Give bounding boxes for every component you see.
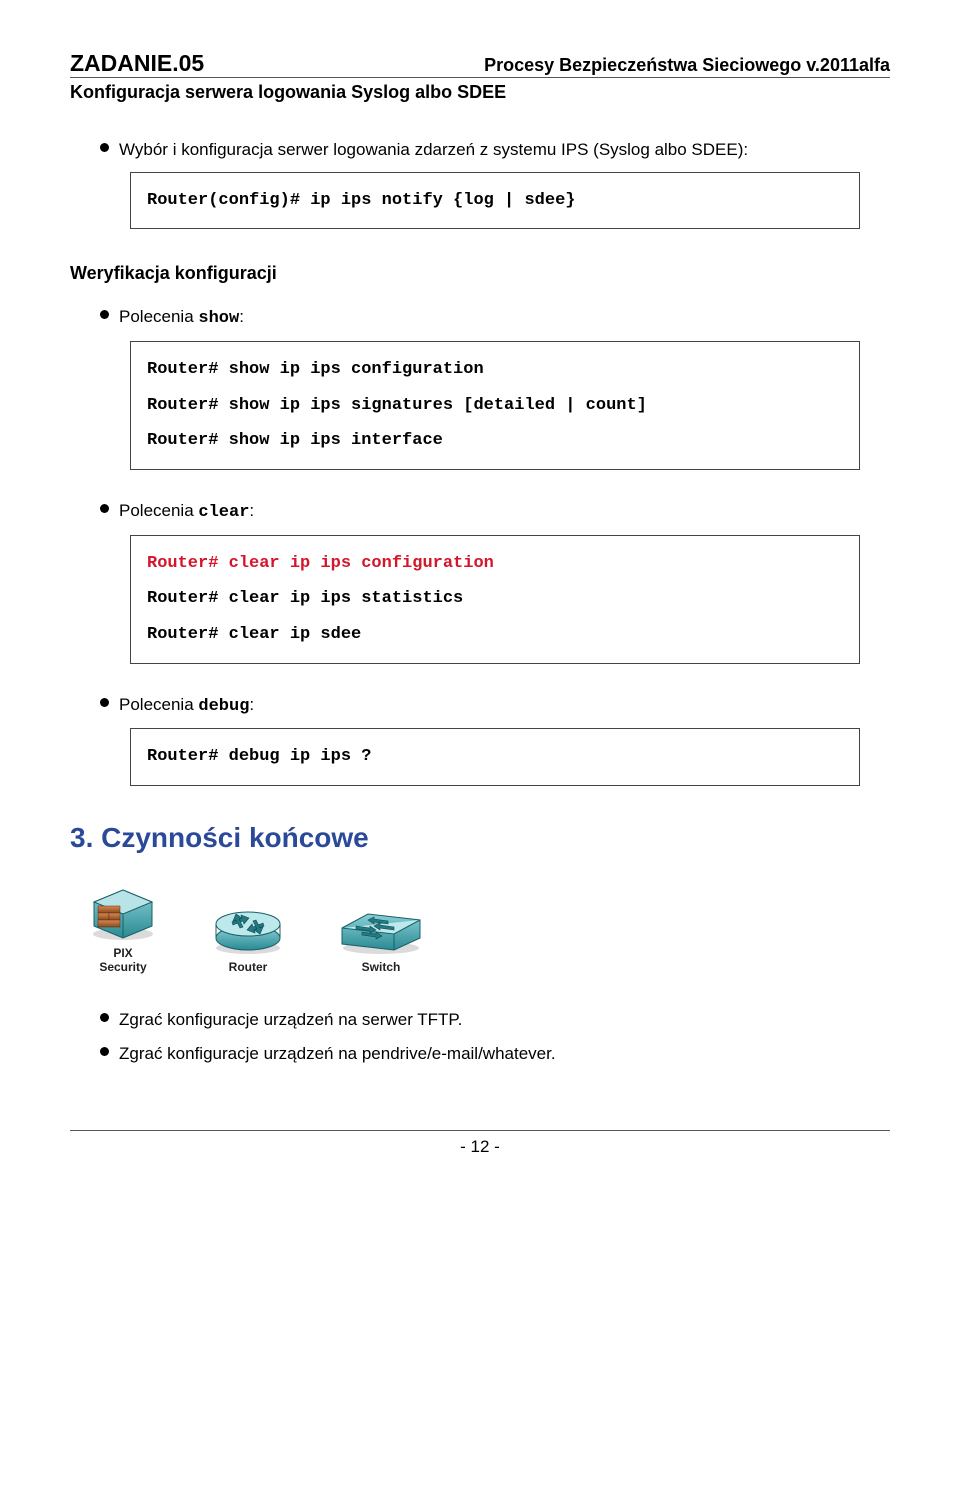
device-switch: Switch — [338, 906, 424, 974]
bullet-text-suffix: : — [239, 307, 244, 326]
code-line: Router# show ip ips configuration — [147, 352, 843, 388]
bullet-item: Polecenia show: — [100, 302, 890, 335]
code-line: Router# clear ip ips statistics — [147, 581, 843, 617]
bullet-mono: debug — [198, 697, 249, 716]
device-router: Router — [210, 902, 286, 974]
code-box: Router# clear ip ips configuration Route… — [130, 535, 860, 664]
bullet-item: Polecenia debug: — [100, 690, 890, 723]
bullet-item: Zgrać konfiguracje urządzeń na pendrive/… — [100, 1039, 890, 1070]
bullet-mono: show — [198, 309, 239, 328]
bullet-text: Polecenia debug: — [119, 690, 254, 723]
bullet-text: Zgrać konfiguracje urządzeń na pendrive/… — [119, 1039, 556, 1070]
firewall-icon — [88, 884, 158, 942]
code-line: Router# show ip ips signatures [detailed… — [147, 388, 843, 424]
bullet-item: Polecenia clear: — [100, 496, 890, 529]
section1-title: Konfiguracja serwera logowania Syslog al… — [70, 82, 890, 103]
code-line: Router# clear ip ips configuration — [147, 546, 843, 582]
page-header: ZADANIE.05 Procesy Bezpieczeństwa Siecio… — [70, 50, 890, 78]
bullet-icon — [100, 698, 109, 707]
bullet-item: Zgrać konfiguracje urządzeń na serwer TF… — [100, 1005, 890, 1036]
code-line: Router# clear ip sdee — [147, 617, 843, 653]
device-label: Router — [229, 960, 268, 974]
bullet-text: Zgrać konfiguracje urządzeń na serwer TF… — [119, 1005, 462, 1036]
bullet-text: Polecenia clear: — [119, 496, 254, 529]
bullet-icon — [100, 504, 109, 513]
switch-icon — [338, 906, 424, 956]
code-line: Router# debug ip ips ? — [147, 739, 843, 775]
code-line: Router# show ip ips interface — [147, 423, 843, 459]
bullet-text-suffix: : — [249, 501, 254, 520]
code-box: Router# show ip ips configuration Router… — [130, 341, 860, 470]
bullet-mono: clear — [198, 503, 249, 522]
bullet-text-prefix: Polecenia — [119, 501, 198, 520]
device-label: Switch — [362, 960, 401, 974]
page-number: - 12 - — [460, 1137, 500, 1156]
header-left: ZADANIE.05 — [70, 50, 204, 77]
bullet-text-prefix: Polecenia — [119, 695, 198, 714]
bullet-icon — [100, 310, 109, 319]
device-label: PIXSecurity — [99, 946, 146, 975]
code-box: Router# debug ip ips ? — [130, 728, 860, 786]
bullet-text: Polecenia show: — [119, 302, 244, 335]
bullet-icon — [100, 1047, 109, 1056]
device-pix: PIXSecurity — [88, 884, 158, 975]
bullet-text-prefix: Polecenia — [119, 307, 198, 326]
bullet-icon — [100, 1013, 109, 1022]
bullet-icon — [100, 143, 109, 152]
code-box: Router(config)# ip ips notify {log | sde… — [130, 172, 860, 230]
page-footer: - 12 - — [70, 1130, 890, 1157]
bullet-text: Wybór i konfiguracja serwer logowania zd… — [119, 135, 748, 166]
header-right: Procesy Bezpieczeństwa Sieciowego v.2011… — [484, 55, 890, 76]
section2-title: Weryfikacja konfiguracji — [70, 263, 890, 284]
section3-title: 3. Czynności końcowe — [70, 822, 890, 854]
code-line: Router(config)# ip ips notify {log | sde… — [147, 183, 843, 219]
router-icon — [210, 902, 286, 956]
devices-row: PIXSecurity — [88, 884, 890, 975]
bullet-text-suffix: : — [249, 695, 254, 714]
bullet-item: Wybór i konfiguracja serwer logowania zd… — [100, 135, 890, 166]
